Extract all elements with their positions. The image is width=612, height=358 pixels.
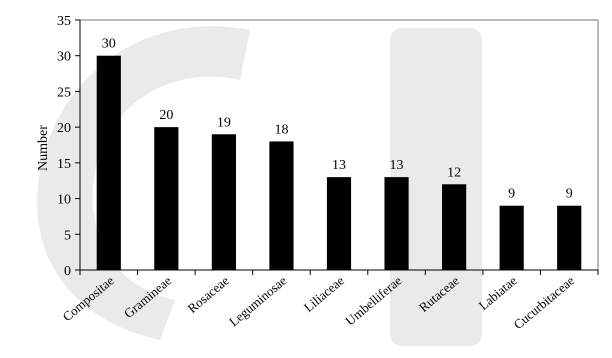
- bar-rosaceae: [211, 134, 236, 270]
- y-tick-label: 15: [57, 157, 71, 172]
- y-ticks: 0 5 10 15 20 25 30 35: [57, 14, 80, 279]
- data-label: 12: [447, 165, 461, 180]
- bar-gramineae: [154, 127, 179, 271]
- x-tick-label: Leguminosae: [226, 273, 289, 330]
- data-label: 13: [332, 158, 346, 173]
- x-tick-label: Liliaceae: [301, 273, 347, 315]
- bar-compositae: [96, 55, 121, 270]
- data-label: 13: [390, 158, 404, 173]
- data-label: 18: [274, 122, 288, 137]
- bar-labiatae: [499, 205, 524, 270]
- x-tick-label: Rosaceae: [185, 273, 232, 316]
- y-tick-label: 0: [64, 264, 71, 279]
- data-label: 9: [566, 187, 573, 202]
- x-tick-label: Cucurbitaceae: [511, 273, 578, 332]
- data-labels: 30 20 19 18 13 13 12 9 9: [102, 37, 573, 202]
- y-tick-label: 30: [57, 50, 71, 65]
- y-tick-label: 20: [57, 121, 71, 136]
- bar-liliaceae: [326, 177, 352, 270]
- data-label: 9: [508, 187, 515, 202]
- x-tick-label: Labiatae: [476, 273, 520, 313]
- data-label: 19: [217, 115, 231, 130]
- data-label: 30: [102, 37, 116, 52]
- bar-leguminosae: [269, 141, 294, 270]
- y-tick-label: 5: [64, 228, 71, 243]
- y-tick-label: 10: [57, 193, 71, 208]
- bar-rutaceae: [442, 184, 467, 270]
- bar-umbelliferae: [384, 177, 409, 270]
- bars: [79, 55, 599, 275]
- watermark-arc: [37, 26, 250, 340]
- y-axis-title: Number: [36, 125, 51, 171]
- data-label: 20: [159, 108, 173, 123]
- bar-cucurbitaceae: [557, 205, 582, 270]
- y-tick-label: 25: [57, 85, 71, 100]
- y-tick-label: 35: [57, 14, 71, 29]
